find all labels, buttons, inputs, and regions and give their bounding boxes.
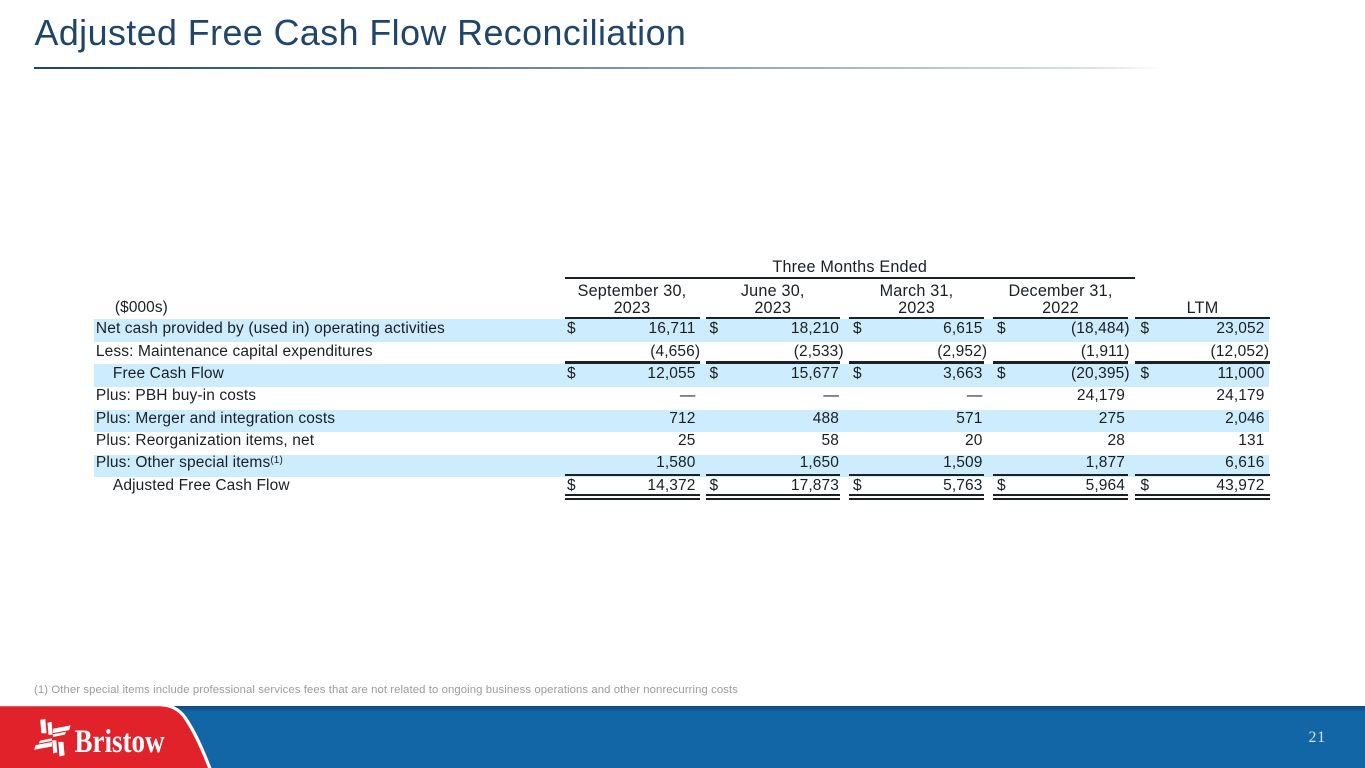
svg-text:Bristow: Bristow [75,724,165,760]
